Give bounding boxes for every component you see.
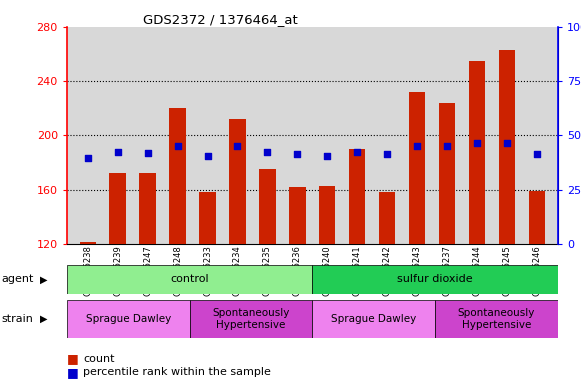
Text: percentile rank within the sample: percentile rank within the sample	[83, 367, 271, 377]
Point	[83, 156, 92, 162]
Bar	[498, 50, 515, 244]
Bar	[313, 300, 435, 338]
Bar	[169, 108, 186, 244]
Text: Sprague Dawley: Sprague Dawley	[85, 314, 171, 324]
Point	[353, 149, 362, 155]
Bar	[409, 92, 425, 244]
Text: sulfur dioxide: sulfur dioxide	[397, 274, 473, 285]
Text: Sprague Dawley: Sprague Dawley	[331, 314, 416, 324]
Text: ■: ■	[67, 366, 78, 379]
Point	[233, 143, 242, 149]
Bar	[67, 300, 189, 338]
Bar	[439, 103, 456, 244]
Text: Spontaneously
Hypertensive: Spontaneously Hypertensive	[212, 308, 289, 329]
Point	[113, 149, 123, 155]
Bar	[319, 185, 335, 244]
Bar	[349, 149, 365, 244]
Point	[532, 151, 541, 157]
Bar	[469, 61, 485, 244]
Bar	[67, 265, 313, 294]
Text: control: control	[170, 274, 209, 285]
Bar	[435, 300, 558, 338]
Bar	[199, 192, 216, 244]
Point	[143, 150, 152, 156]
Bar	[80, 242, 96, 244]
Point	[263, 149, 272, 155]
Bar	[139, 173, 156, 244]
Point	[203, 152, 212, 159]
Point	[173, 143, 182, 149]
Point	[293, 151, 302, 157]
Point	[382, 151, 392, 157]
Text: Spontaneously
Hypertensive: Spontaneously Hypertensive	[458, 308, 535, 329]
Text: GDS2372 / 1376464_at: GDS2372 / 1376464_at	[144, 13, 298, 26]
Bar	[229, 119, 246, 244]
Point	[472, 141, 482, 147]
Text: count: count	[83, 354, 114, 364]
Bar	[109, 173, 126, 244]
Bar	[313, 265, 558, 294]
Bar	[259, 169, 275, 244]
Point	[502, 141, 511, 147]
Point	[322, 152, 332, 159]
Text: ▶: ▶	[40, 314, 47, 324]
Point	[413, 143, 422, 149]
Point	[442, 143, 451, 149]
Text: agent: agent	[2, 274, 34, 285]
Bar	[379, 192, 395, 244]
Bar	[529, 191, 545, 244]
Text: strain: strain	[2, 314, 34, 324]
Text: ■: ■	[67, 353, 78, 366]
Bar	[189, 300, 313, 338]
Text: ▶: ▶	[40, 274, 47, 285]
Bar	[289, 187, 306, 244]
